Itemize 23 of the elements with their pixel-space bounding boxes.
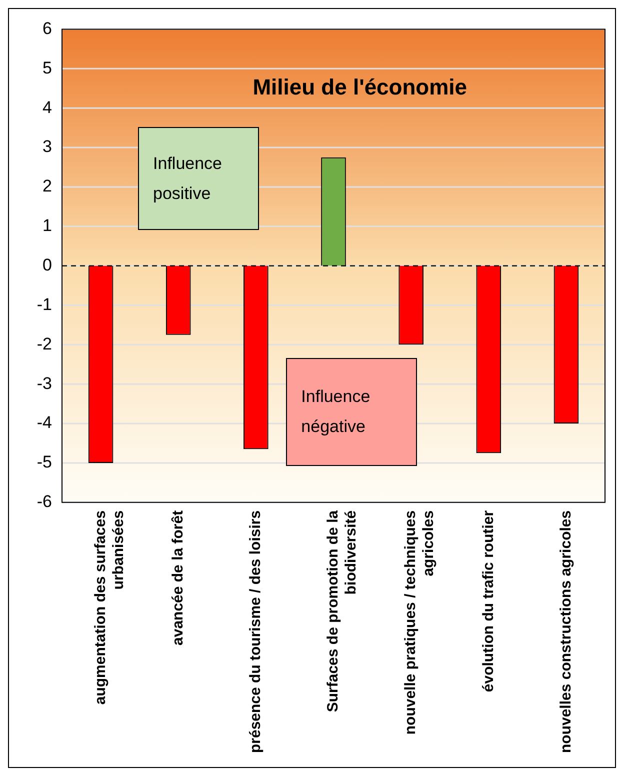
y-tick-label: 0: [42, 255, 52, 274]
y-tick-label: -3: [36, 374, 52, 393]
y-tick-label: -4: [36, 413, 52, 432]
y-tick-label: 1: [42, 216, 52, 236]
y-tick-label: 2: [42, 176, 52, 196]
x-tick-label: avancée de la forêt: [170, 510, 186, 646]
y-tick-label: -5: [36, 452, 52, 472]
x-tick-label: nouvelles constructions agricoles: [557, 510, 574, 753]
y-tick-label: -6: [36, 492, 52, 512]
y-tick-label: 5: [42, 58, 52, 78]
y-tick-label: -1: [36, 294, 52, 314]
note-box: Influence négative: [286, 358, 418, 466]
x-tick-label: augmentation des surfaces urbanisées: [92, 510, 127, 705]
annotation: Influence positive: [153, 152, 224, 205]
y-tick-label: 3: [42, 137, 52, 156]
x-tick-label: évolution du trafic routier: [480, 510, 497, 692]
text: Milieu de l'économie: [252, 74, 468, 100]
y-tick-label: 4: [42, 98, 52, 117]
y-tick-label: -2: [36, 334, 52, 354]
annotation: Influence négative: [301, 386, 372, 438]
note-box: Influence positive: [138, 126, 260, 230]
x-tick-label: présence du tourisme / des loisirs: [247, 510, 264, 754]
y-tick-label: 6: [42, 18, 52, 38]
